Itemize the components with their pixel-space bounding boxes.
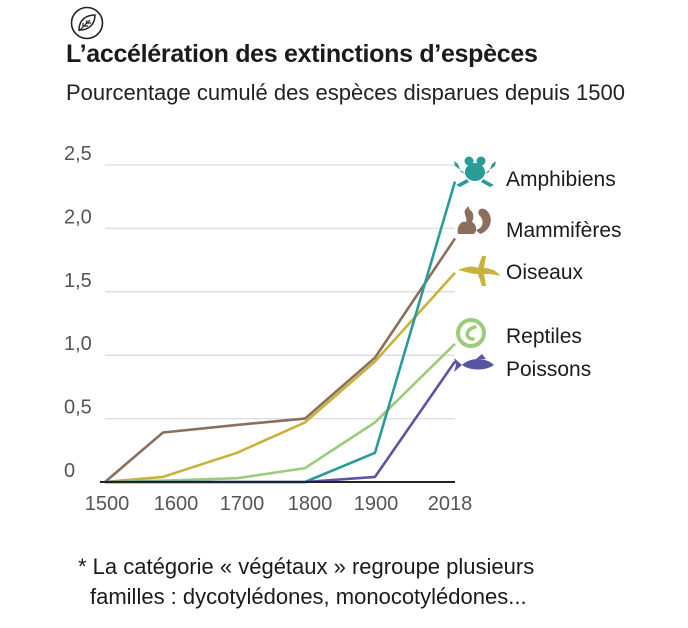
y-tick-label: 2,0	[64, 206, 92, 228]
y-tick-label: 1,0	[64, 333, 92, 355]
x-axis-ticks: 1500 1600 1700 1800 1900 2018	[85, 493, 473, 515]
gridlines	[105, 164, 455, 420]
series-label: Poissons	[506, 358, 591, 381]
y-axis-ticks: 0 0,5 1,0 1,5 2,0 2,5	[64, 143, 92, 482]
series-label: Mammifères	[506, 219, 622, 242]
series-line-squirrel	[104, 237, 457, 483]
leaf-icon	[70, 6, 104, 40]
x-tick-label: 2018	[428, 493, 473, 515]
series-label: Amphibiens	[506, 168, 616, 191]
chart-title: L’accélération des extinctions d’espèces	[66, 40, 538, 68]
x-tick-label: 1700	[220, 493, 265, 515]
frog-icon	[454, 156, 496, 187]
fish-icon	[454, 354, 494, 372]
y-tick-label: 1,5	[64, 270, 92, 292]
y-tick-label: 0,5	[64, 397, 92, 419]
series-line-snake	[104, 342, 456, 484]
chart-subtitle: Pourcentage cumulé des espèces disparues…	[66, 80, 625, 105]
x-tick-label: 1900	[354, 493, 399, 515]
footnote-line-2: familles : dycotylédones, monocotylédone…	[90, 584, 527, 609]
x-tick-label: 1800	[288, 493, 333, 515]
series-lines	[104, 181, 457, 484]
series-label: Reptiles	[506, 325, 582, 348]
x-tick-label: 1600	[154, 493, 199, 515]
bird-icon	[458, 256, 500, 286]
snake-icon	[456, 318, 486, 348]
series-labels: Amphibiens Mammifères Oiseaux Reptiles Poiss…	[506, 168, 622, 381]
x-tick-label: 1500	[85, 493, 130, 515]
footnote-line-1: * La catégorie « végétaux » regroupe plu…	[78, 554, 535, 579]
footnote: * La catégorie « végétaux » regroupe plu…	[78, 552, 678, 612]
series-line-bird	[104, 271, 456, 484]
y-tick-label: 2,5	[64, 143, 92, 165]
series-label: Oiseaux	[506, 261, 584, 284]
series-icons	[454, 156, 500, 372]
y-tick-label: 0	[64, 460, 75, 482]
squirrel-icon	[457, 206, 491, 234]
